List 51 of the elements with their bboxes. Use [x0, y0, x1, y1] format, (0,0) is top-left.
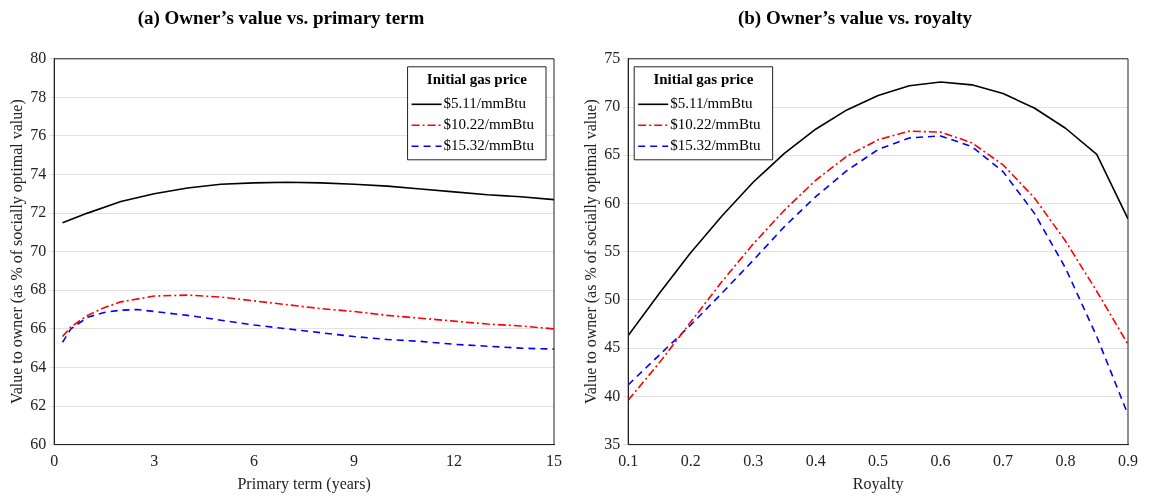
- y-tick-label: 40: [604, 386, 621, 404]
- legend-label: $10.22/mmBtu: [670, 116, 762, 133]
- x-tick-label: 0.5: [868, 452, 889, 470]
- legend-label: $10.22/mmBtu: [443, 116, 535, 133]
- legend-label: $15.32/mmBtu: [443, 137, 535, 154]
- chart-title: (b) Owner’s value vs. royalty: [737, 7, 973, 30]
- legend-label: $15.32/mmBtu: [670, 137, 762, 154]
- y-tick-label: 72: [30, 203, 47, 221]
- x-tick-label: 12: [446, 452, 463, 470]
- x-axis-title: Primary term (years): [237, 474, 371, 493]
- legend-label: $5.11/mmBtu: [670, 95, 754, 112]
- x-tick-label: 0.6: [930, 452, 951, 470]
- y-tick-label: 64: [30, 357, 47, 375]
- y-tick-label: 65: [604, 145, 621, 163]
- y-tick-label: 80: [30, 49, 47, 66]
- line-series: [61, 294, 554, 338]
- y-tick-label: 75: [604, 49, 621, 66]
- y-axis-title: Value to owner (as % of socially optimal value): [581, 99, 600, 405]
- x-tick-label: 0.9: [1118, 452, 1138, 470]
- y-tick-label: 62: [30, 396, 47, 414]
- y-axis-title: Value to owner (as % of socially optimal value): [7, 99, 26, 405]
- x-tick-label: 15: [546, 452, 562, 470]
- y-tick-label: 66: [30, 319, 47, 337]
- y-tick-label: 76: [30, 126, 47, 144]
- y-tick-label: 74: [30, 164, 47, 182]
- y-tick-label: 60: [30, 434, 47, 452]
- y-tick-label: 45: [604, 338, 621, 356]
- y-tick-label: 70: [30, 241, 47, 259]
- y-tick-label: 35: [604, 434, 621, 452]
- y-tick-label: 68: [30, 280, 47, 298]
- y-tick-label: 55: [604, 241, 621, 259]
- y-tick-label: 70: [604, 97, 621, 115]
- x-tick-label: 0: [50, 452, 59, 470]
- x-tick-label: 3: [150, 452, 159, 470]
- x-tick-label: 0.4: [805, 452, 826, 470]
- chart-title: (a) Owner’s value vs. primary term: [137, 7, 425, 30]
- legend-title: Initial gas price: [426, 70, 528, 87]
- line-series: [61, 308, 554, 350]
- x-tick-label: 0.2: [680, 452, 701, 470]
- x-tick-label: 9: [350, 452, 359, 470]
- x-tick-label: 6: [250, 452, 259, 470]
- x-tick-label: 0.1: [618, 452, 639, 470]
- x-axis-title: Royalty: [852, 474, 904, 493]
- x-tick-label: 0.8: [1055, 452, 1076, 470]
- x-tick-label: 0.3: [743, 452, 764, 470]
- y-tick-label: 60: [604, 193, 621, 211]
- x-tick-label: 0.7: [993, 452, 1014, 470]
- legend-title: Initial gas price: [653, 70, 754, 87]
- legend-label: $5.11/mmBtu: [443, 95, 527, 112]
- y-tick-label: 78: [30, 87, 47, 105]
- y-tick-label: 50: [604, 290, 621, 308]
